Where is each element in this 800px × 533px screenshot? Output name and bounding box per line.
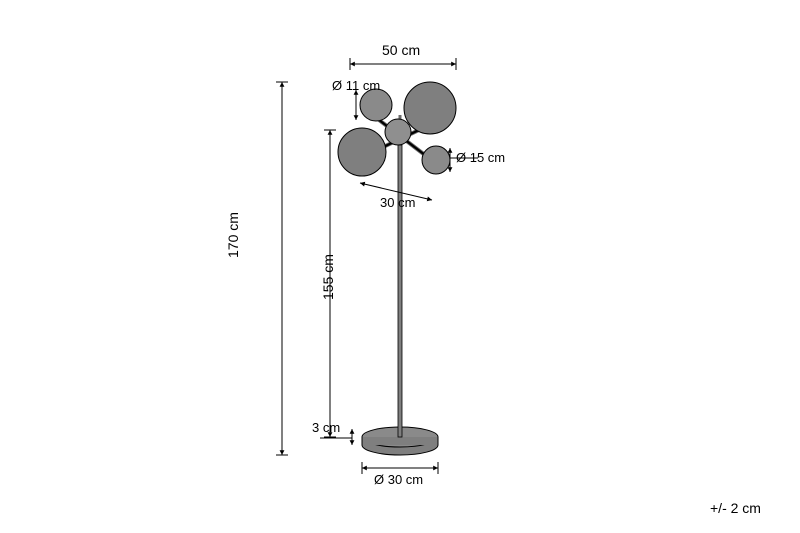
dim-top-width bbox=[350, 58, 456, 70]
label-large-globe: Ø 15 cm bbox=[456, 150, 505, 165]
label-base-diameter: Ø 30 cm bbox=[374, 472, 423, 487]
diagram-canvas: 170 cm 155 cm 50 cm Ø 11 cm Ø 15 cm 30 c… bbox=[0, 0, 800, 533]
label-tolerance: +/- 2 cm bbox=[710, 500, 761, 516]
label-total-height: 170 cm bbox=[225, 212, 241, 258]
lamp-svg bbox=[0, 0, 800, 533]
label-small-globe: Ø 11 cm bbox=[332, 78, 380, 93]
dim-total-height bbox=[276, 82, 288, 455]
lamp-pole bbox=[398, 145, 402, 437]
label-pole-height: 155 cm bbox=[320, 254, 336, 300]
label-base-height: 3 cm bbox=[312, 420, 340, 435]
label-top-width: 50 cm bbox=[382, 42, 420, 58]
label-arm-length: 30 cm bbox=[380, 195, 415, 210]
